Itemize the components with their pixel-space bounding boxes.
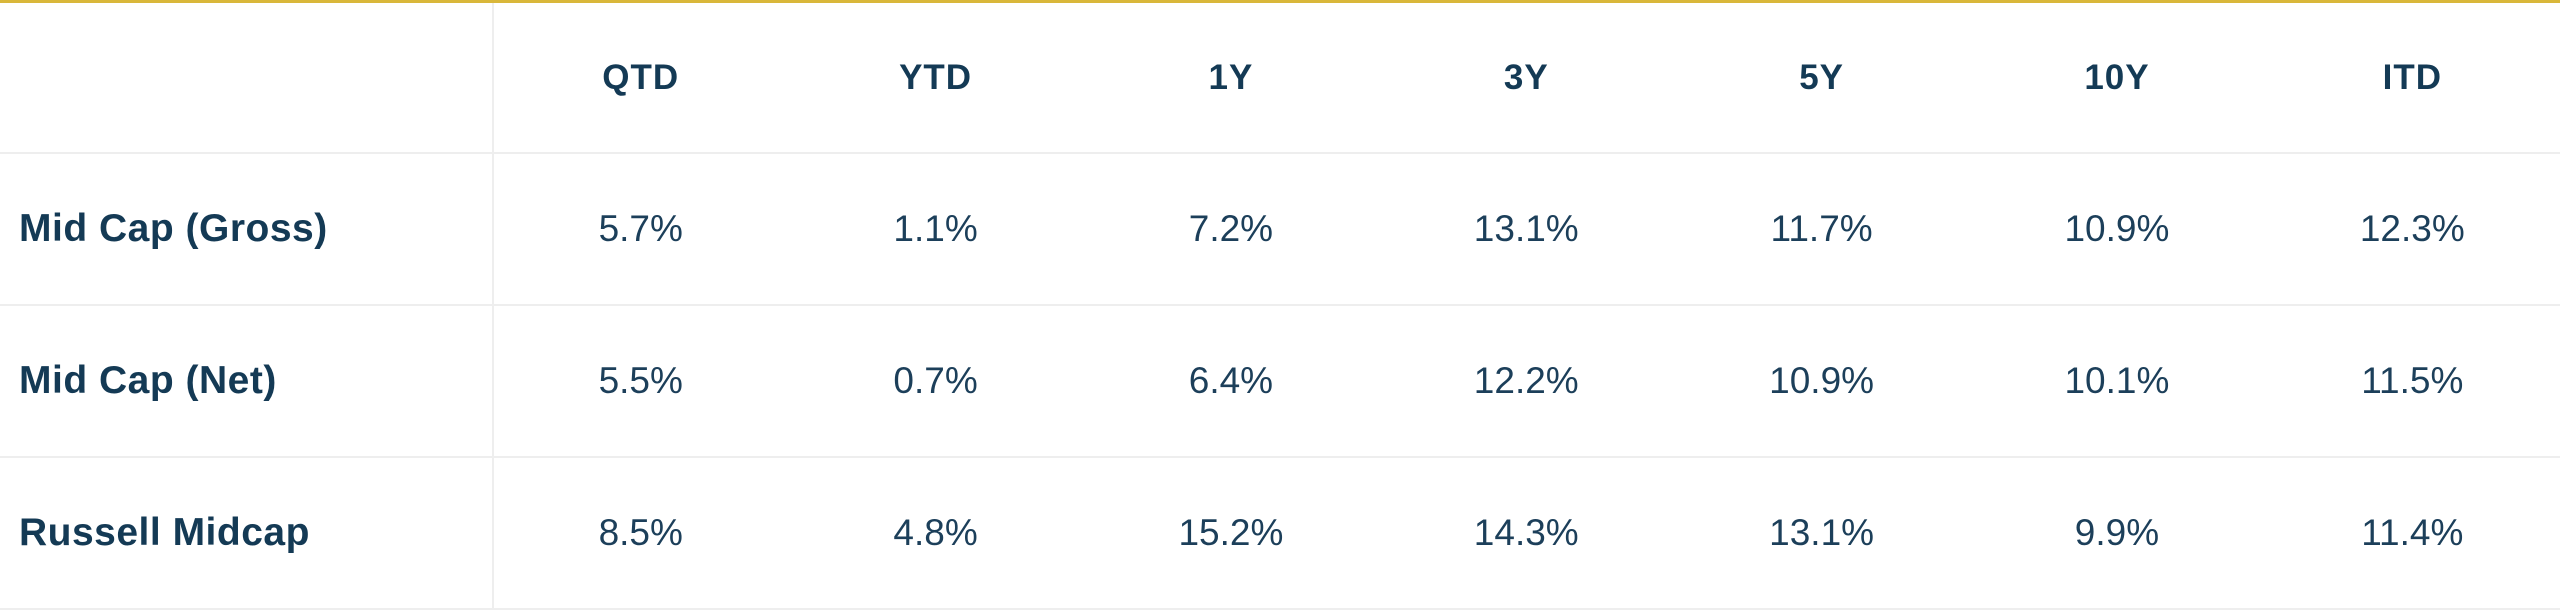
table-cell: 11.4% <box>2264 457 2560 610</box>
table-cell: 5.7% <box>492 153 788 306</box>
performance-table: QTD YTD 1Y 3Y 5Y 10Y ITD Mid Cap (Gross)… <box>0 3 2560 610</box>
table-cell: 0.7% <box>787 305 1084 458</box>
table-cell: 12.2% <box>1378 305 1674 458</box>
table-header-row: QTD YTD 1Y 3Y 5Y 10Y ITD <box>0 3 2560 154</box>
row-label-mid-cap-gross: Mid Cap (Gross) <box>0 153 494 306</box>
table-cell: 15.2% <box>1083 457 1379 610</box>
table-row: Mid Cap (Net) 5.5% 0.7% 6.4% 12.2% 10.9%… <box>0 305 2560 458</box>
table-cell: 10.9% <box>1969 153 2265 306</box>
table-cell: 1.1% <box>787 153 1084 306</box>
table-row: Russell Midcap 8.5% 4.8% 15.2% 14.3% 13.… <box>0 457 2560 610</box>
table-cell: 13.1% <box>1378 153 1674 306</box>
table-cell: 4.8% <box>787 457 1084 610</box>
table-cell: 10.9% <box>1673 305 1970 458</box>
table-cell: 6.4% <box>1083 305 1379 458</box>
table-cell: 11.5% <box>2264 305 2560 458</box>
column-header-3y: 3Y <box>1378 3 1674 154</box>
column-header-1y: 1Y <box>1083 3 1379 154</box>
column-header-5y: 5Y <box>1673 3 1970 154</box>
table-cell: 14.3% <box>1378 457 1674 610</box>
table-cell: 9.9% <box>1969 457 2265 610</box>
column-header-itd: ITD <box>2264 3 2560 154</box>
table-row: Mid Cap (Gross) 5.7% 1.1% 7.2% 13.1% 11.… <box>0 153 2560 306</box>
table-cell: 10.1% <box>1969 305 2265 458</box>
accent-top-rule <box>0 0 2560 3</box>
table-cell: 13.1% <box>1673 457 1970 610</box>
table-cell: 11.7% <box>1673 153 1970 306</box>
table-cell: 7.2% <box>1083 153 1379 306</box>
header-corner-cell <box>0 3 494 154</box>
column-header-qtd: QTD <box>492 3 788 154</box>
column-header-10y: 10Y <box>1969 3 2265 154</box>
row-label-mid-cap-net: Mid Cap (Net) <box>0 305 494 458</box>
table-cell: 5.5% <box>492 305 788 458</box>
table-cell: 12.3% <box>2264 153 2560 306</box>
table-cell: 8.5% <box>492 457 788 610</box>
column-header-ytd: YTD <box>787 3 1084 154</box>
row-label-russell-midcap: Russell Midcap <box>0 457 494 610</box>
